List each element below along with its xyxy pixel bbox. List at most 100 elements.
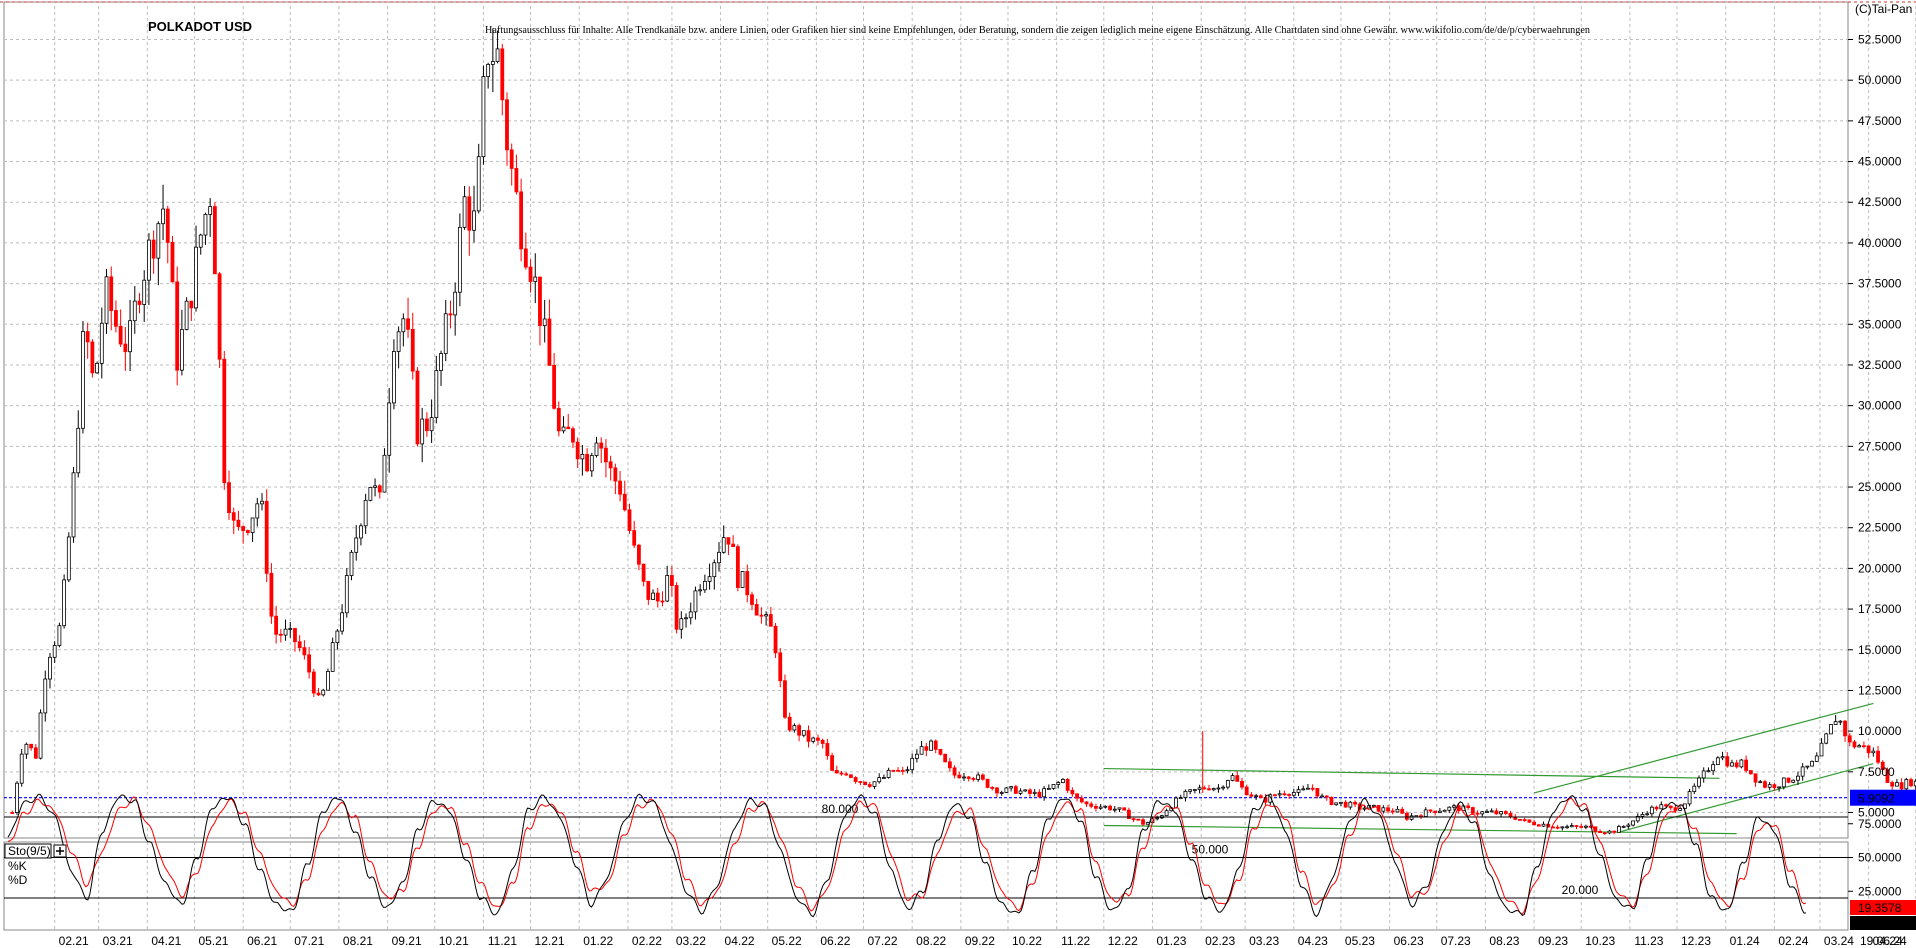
x-tick-label: 03.24 <box>1824 934 1854 948</box>
candle-body <box>62 579 67 627</box>
candle-body <box>1395 808 1400 813</box>
candle-body <box>801 730 806 736</box>
candle-body <box>377 485 382 493</box>
main-panel-frame <box>3 1 1849 839</box>
candle-body <box>1452 805 1456 808</box>
candle-body <box>858 781 863 783</box>
candle-body <box>1621 825 1626 828</box>
candle-body <box>363 499 368 527</box>
candle-body <box>90 341 95 374</box>
candle-body <box>1664 804 1668 807</box>
candle-body <box>57 625 62 646</box>
candle-body <box>1423 809 1428 817</box>
candle-body <box>1880 761 1885 771</box>
candle-body <box>1527 819 1532 823</box>
candle-body <box>1409 815 1414 820</box>
candle-body <box>712 562 717 578</box>
x-tick-label: 02.22 <box>632 934 662 948</box>
candle-body <box>76 427 81 474</box>
candle-body <box>387 402 392 456</box>
candle-body <box>764 614 769 617</box>
x-tick-label: 07.21 <box>294 934 324 948</box>
sto-ref-label: 80.000 <box>822 802 859 816</box>
y-tick-label: 10.0000 <box>1858 724 1902 738</box>
candle-body <box>1315 787 1320 797</box>
candle-body <box>538 276 542 326</box>
candle-body <box>1753 773 1758 783</box>
candle-body <box>1018 790 1023 794</box>
candle-body <box>1131 818 1136 821</box>
x-tick-label: 01.22 <box>583 934 613 948</box>
candle-body <box>622 493 627 511</box>
candle-body <box>132 300 137 322</box>
sto-last-d-box <box>1850 916 1916 930</box>
candle-body <box>424 418 429 432</box>
candle-body <box>1565 826 1569 829</box>
candle-body <box>208 206 213 215</box>
candle-body <box>1061 778 1065 783</box>
candle-body <box>1094 805 1098 809</box>
sto-d-line <box>7 796 1807 915</box>
candle-body <box>495 48 500 62</box>
candle-body <box>910 757 915 771</box>
x-tick-label: 02.23 <box>1205 934 1235 948</box>
candle-body <box>1273 794 1277 797</box>
candle-body <box>1103 805 1108 808</box>
candle-body <box>528 266 533 282</box>
candle-body <box>985 778 990 788</box>
x-tick-label: 09.21 <box>392 934 422 948</box>
candle-body <box>1108 805 1112 811</box>
y-tick-label: 17.5000 <box>1858 602 1902 616</box>
candle-body <box>434 370 439 419</box>
candle-body <box>849 774 853 778</box>
candle-body <box>556 407 561 432</box>
candle-body <box>952 767 957 776</box>
candle-body <box>156 223 161 259</box>
x-tick-label: 05.22 <box>772 934 802 948</box>
candle-body <box>1192 789 1197 791</box>
candle-body <box>599 442 604 449</box>
candle-body <box>1584 825 1588 828</box>
y-tick-label: 52.5000 <box>1858 33 1902 47</box>
y-tick-label: 30.0000 <box>1858 399 1902 413</box>
candle-body <box>924 746 929 751</box>
candle-body <box>519 191 524 250</box>
candle-body <box>1164 810 1169 817</box>
candle-body <box>161 208 165 225</box>
y-tick-label: 20.0000 <box>1858 561 1902 575</box>
y-tick-label: 12.5000 <box>1858 683 1902 697</box>
candle-body <box>330 642 335 672</box>
candle-body <box>1645 813 1650 816</box>
candle-body <box>943 753 948 763</box>
candle-body <box>1499 811 1504 815</box>
candle-body <box>198 234 203 248</box>
candle-body <box>1084 801 1089 805</box>
candle-body <box>900 769 905 772</box>
candle-body <box>1532 821 1536 826</box>
x-tick-label: 10.21 <box>439 934 469 948</box>
candle-body <box>1004 787 1009 793</box>
candle-body <box>443 313 448 354</box>
candle-body <box>359 525 363 539</box>
candle-body <box>1730 762 1734 767</box>
candle-body <box>43 678 48 714</box>
bottom-axis-date: 19.06.24 <box>1860 934 1907 948</box>
candle-body <box>1188 789 1193 792</box>
candle-body <box>914 753 919 759</box>
candle-body <box>1635 815 1640 822</box>
y-tick-label: 40.0000 <box>1858 236 1902 250</box>
candle-body <box>1617 826 1621 833</box>
x-tick-label: 05.23 <box>1345 934 1375 948</box>
candle-body <box>1659 804 1664 810</box>
candle-body <box>1079 797 1084 803</box>
candle-body <box>472 210 476 231</box>
candle-body <box>147 239 151 281</box>
candle-body <box>1046 787 1051 790</box>
candle-body <box>1070 789 1075 795</box>
candle-body <box>1282 793 1287 796</box>
candle-body <box>566 426 571 430</box>
candle-body <box>1810 761 1814 767</box>
candle-body <box>1876 750 1880 763</box>
candle-body <box>1089 803 1094 807</box>
candle-body <box>1607 830 1612 834</box>
